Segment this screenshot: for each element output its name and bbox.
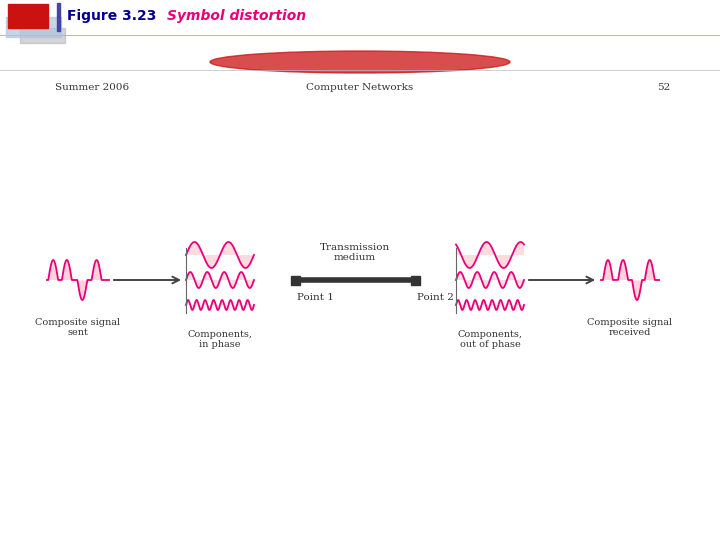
Text: Point 1: Point 1 (297, 293, 334, 302)
Ellipse shape (210, 51, 510, 73)
Text: 52: 52 (657, 84, 670, 92)
Text: Composite signal
received: Composite signal received (588, 318, 672, 338)
Bar (290, 275, 300, 285)
Text: Symbol distortion: Symbol distortion (167, 9, 306, 23)
Text: Point 2: Point 2 (417, 293, 454, 302)
Text: Components,
out of phase: Components, out of phase (457, 330, 523, 349)
Bar (20, 28, 65, 43)
Text: Composite signal
sent: Composite signal sent (35, 318, 120, 338)
Text: Transmission
medium: Transmission medium (320, 242, 390, 262)
Text: Components,
in phase: Components, in phase (187, 330, 253, 349)
Bar (6, 17, 61, 37)
Text: Summer 2006: Summer 2006 (55, 84, 129, 92)
Text: Computer Networks: Computer Networks (307, 84, 413, 92)
Text: Figure 3.23: Figure 3.23 (67, 9, 156, 23)
Bar (410, 275, 420, 285)
Bar (57, 3, 60, 31)
Bar (8, 4, 48, 28)
